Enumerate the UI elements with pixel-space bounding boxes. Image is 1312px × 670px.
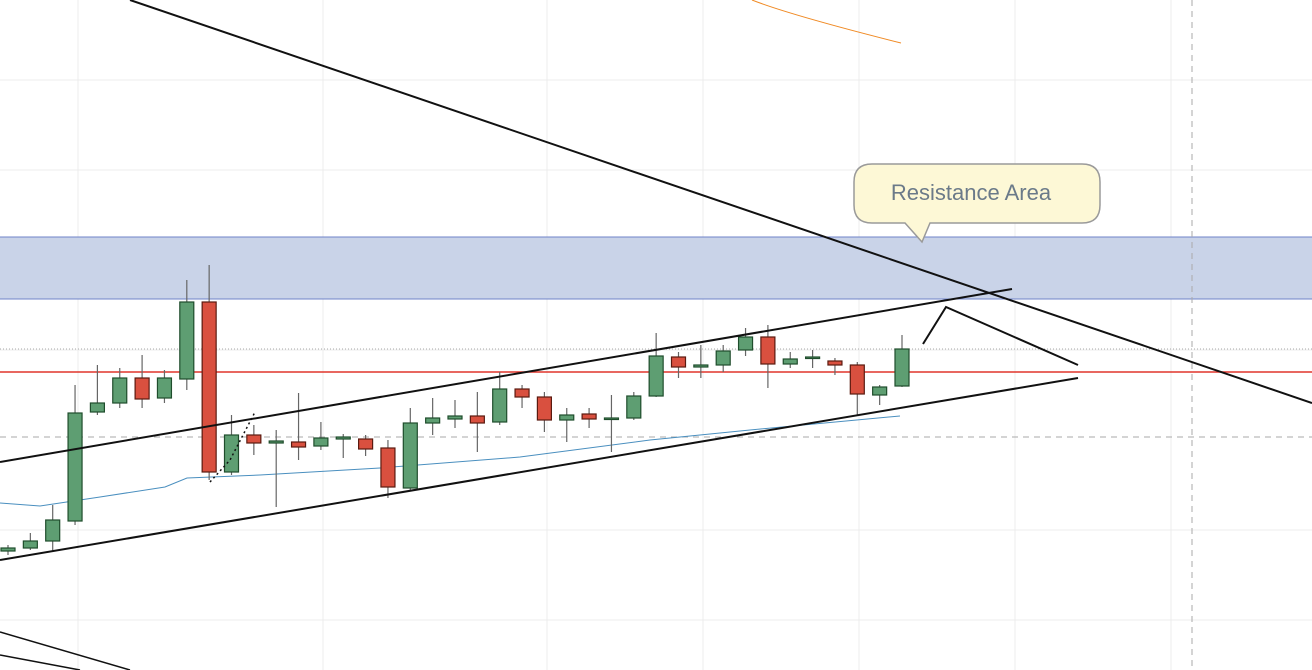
candle-body <box>22 540 38 549</box>
candle-body <box>760 336 776 365</box>
candle-body <box>313 437 329 447</box>
candle-body <box>134 377 150 400</box>
candle-body <box>156 377 173 399</box>
candle-body <box>201 301 217 473</box>
orange-line <box>751 0 902 44</box>
projection <box>922 305 1079 366</box>
candle-body <box>670 356 687 368</box>
candle-body <box>469 415 485 424</box>
annotation: Resistance Area <box>891 180 1052 205</box>
candle-body <box>603 417 620 421</box>
candle-body <box>425 417 441 424</box>
candle-body <box>380 447 396 488</box>
candle-body <box>402 422 418 489</box>
candle-body <box>67 412 83 522</box>
candle-body <box>782 358 798 365</box>
channel-lower <box>0 377 1079 561</box>
candle-body <box>849 364 865 395</box>
candle-body <box>492 388 508 423</box>
candle-body <box>804 356 821 360</box>
candle-body <box>626 395 642 419</box>
candle-body <box>872 386 888 396</box>
callout-box <box>853 163 1101 244</box>
candle-body <box>715 350 731 366</box>
candle-body <box>179 301 195 380</box>
candle-body <box>290 441 307 448</box>
trend-line <box>129 0 1312 404</box>
moving-average <box>0 415 901 507</box>
callout: Resistance Area <box>853 163 1101 244</box>
candle-body <box>648 355 664 397</box>
candle-body <box>112 377 128 404</box>
candle-body <box>536 396 553 421</box>
candle-body <box>335 436 351 440</box>
candle-body <box>737 336 754 351</box>
channel-upper <box>0 288 1013 463</box>
candle-body <box>559 414 575 421</box>
candle-body <box>581 413 597 420</box>
candle-body <box>45 519 61 542</box>
candle-body <box>514 388 530 398</box>
candle-body <box>268 440 284 444</box>
trend-line <box>0 654 81 670</box>
candle-body <box>447 415 463 420</box>
candles <box>0 265 910 555</box>
candle-body <box>0 547 16 552</box>
resistance-band <box>0 237 1312 299</box>
candle-body <box>246 434 262 444</box>
candle-body <box>693 364 709 368</box>
trend-line <box>0 631 131 670</box>
candle-body <box>89 402 106 413</box>
candle-body <box>358 438 374 450</box>
dotted-pattern <box>209 411 256 483</box>
candle-body <box>827 360 843 366</box>
candle-body <box>223 434 240 473</box>
candle-body <box>894 348 910 387</box>
